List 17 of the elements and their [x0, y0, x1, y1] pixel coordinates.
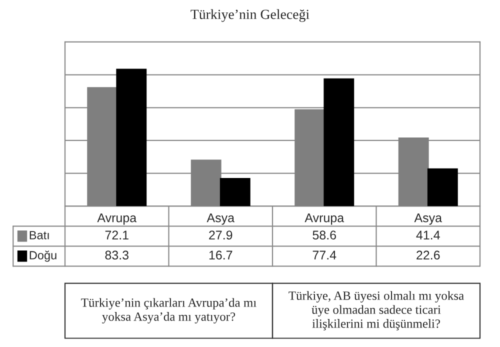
chart-title: Türkiye’nin Geleceği — [190, 9, 310, 22]
data-label: 83.3 — [105, 250, 128, 260]
legend-label: Doğu — [30, 250, 56, 262]
x-tick-label: Asya — [414, 214, 442, 225]
text: Türkiye, AB üyesi olmalı mı yoksa üye olmadan sadece ticari ilişkilerini mi düşünmeli? — [288, 291, 464, 330]
data-label: 27.9 — [209, 230, 232, 240]
x-tick-label: Avrupa — [304, 214, 344, 225]
data-label: 72.1 — [105, 230, 128, 240]
x-tick-label: Avrupa — [97, 214, 137, 225]
data-label: 16.7 — [209, 250, 232, 260]
text: Türkiye’nin çıkarları Avrupa’da mı yoksa Asya’da mı yatıyor? — [81, 298, 256, 324]
data-label: 22.6 — [416, 250, 440, 260]
x-tick-label: Asya — [206, 214, 235, 225]
data-label: 77.4 — [312, 250, 336, 260]
data-label: 41.4 — [416, 230, 440, 240]
legend-label: Batı — [30, 231, 49, 240]
data-label: 58.6 — [312, 230, 336, 240]
